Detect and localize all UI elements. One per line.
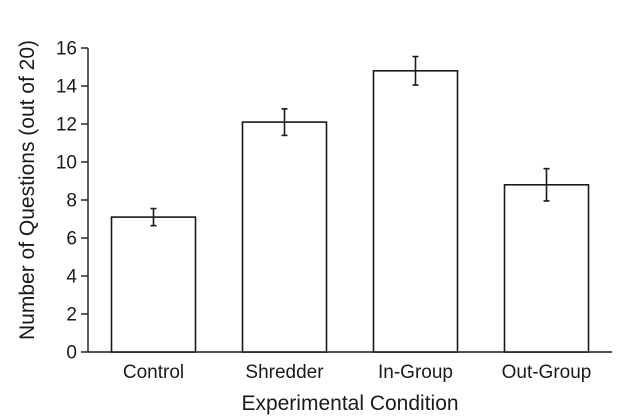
y-tick-label: 0 xyxy=(66,343,77,364)
y-tick-label: 16 xyxy=(56,39,77,60)
y-tick-label: 10 xyxy=(56,153,77,174)
x-tick-label: Control xyxy=(123,362,184,383)
category-labels: Control Shredder In-Group Out-Group xyxy=(123,362,592,383)
y-tick-label: 12 xyxy=(56,115,77,136)
y-tick-label: 4 xyxy=(66,267,77,288)
y-tick-label: 6 xyxy=(66,229,77,250)
y-axis-title: Number of Questions (out of 20) xyxy=(16,40,39,340)
y-tick-label: 2 xyxy=(66,305,77,326)
y-tick-label: 14 xyxy=(56,77,78,98)
x-axis-title: Experimental Condition xyxy=(241,392,458,415)
y-tick-label: 8 xyxy=(66,191,77,212)
x-tick-label: Shredder xyxy=(245,362,324,383)
bar-shredder xyxy=(241,121,328,353)
bar-in-group xyxy=(372,70,459,353)
x-tick-label: Out-Group xyxy=(502,362,592,383)
bar-control xyxy=(110,216,197,353)
x-tick-label: In-Group xyxy=(378,362,453,383)
y-ticks: 0 2 4 6 8 10 12 14 16 xyxy=(56,39,88,364)
error-bars xyxy=(150,55,550,227)
bar-out-group xyxy=(503,184,590,353)
bars xyxy=(110,70,590,353)
